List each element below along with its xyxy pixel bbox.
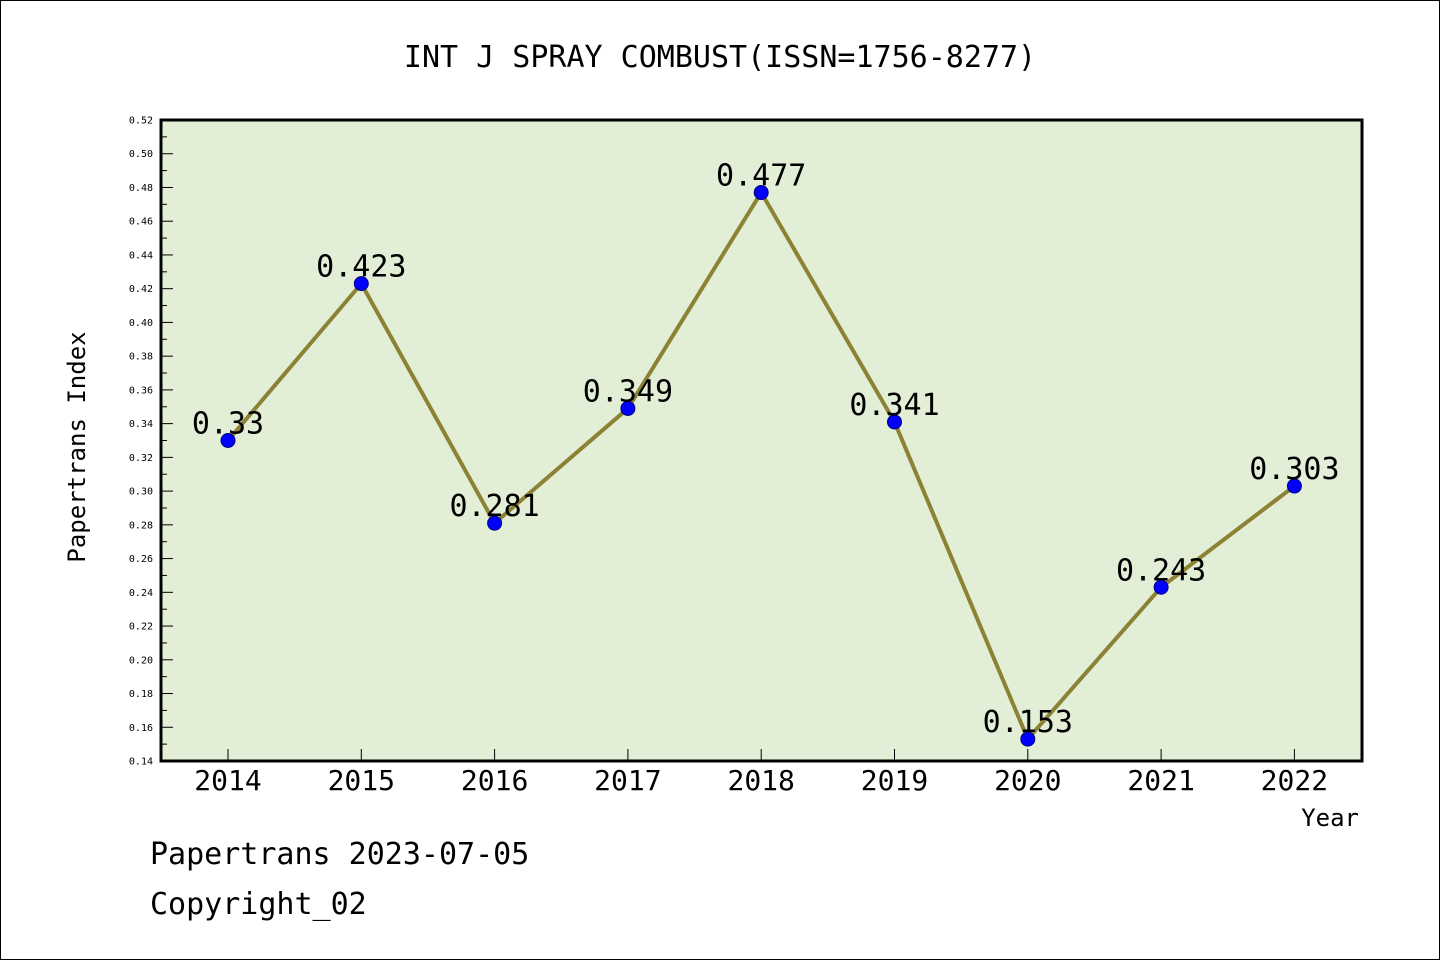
data-point [1153, 579, 1169, 595]
y-tick-label: 0.34 [129, 419, 153, 430]
y-tick-label: 0.46 [129, 217, 153, 228]
x-axis-ticks: 2014 2015 2016 2017 2018 2019 2020 2021 2022 [194, 749, 1328, 797]
y-tick-label: 0.44 [129, 250, 153, 261]
y-tick-label: 0.50 [129, 149, 153, 160]
y-tick-label: 0.22 [129, 622, 153, 633]
series-segment [625, 190, 764, 411]
chart-title: INT J SPRAY COMBUST(ISSN=1756-8277) [404, 40, 1036, 75]
data-label: 0.303 [1249, 452, 1339, 487]
series-segment [892, 419, 1030, 742]
plot-area [159, 118, 1364, 763]
data-label: 0.349 [583, 374, 673, 409]
data-point [620, 400, 636, 416]
data-point [1286, 478, 1302, 494]
data-point [353, 276, 369, 292]
y-tick-label: 0.18 [129, 689, 153, 700]
series-segment [226, 281, 364, 443]
y-tick-label: 0.48 [129, 183, 153, 194]
series-segment [759, 190, 897, 424]
y-axis-ticks: 0.14 0.16 0.18 0.20 0.22 0.24 0.26 0.28 0.30 0.32… [129, 116, 173, 768]
series-segment [359, 281, 497, 526]
x-tick-label: 2021 [1127, 764, 1194, 797]
x-tick-label: 2016 [461, 764, 528, 797]
x-tick-label: 2022 [1261, 764, 1328, 797]
y-axis-title: Papertrans Index [63, 331, 91, 562]
data-label: 0.281 [449, 489, 539, 524]
footer-copyright: Copyright_02 [150, 887, 367, 922]
x-tick-label: 2015 [328, 764, 395, 797]
series-segment [1159, 484, 1297, 590]
footer-date: Papertrans 2023-07-05 [150, 837, 529, 872]
y-tick-label: 0.20 [129, 655, 153, 666]
data-label: 0.477 [716, 159, 806, 194]
y-tick-label: 0.42 [129, 284, 153, 295]
data-label: 0.153 [983, 705, 1073, 740]
data-point [1020, 731, 1036, 747]
y-tick-label: 0.38 [129, 352, 153, 363]
y-tick-label: 0.52 [129, 116, 153, 127]
y-tick-label: 0.16 [129, 723, 153, 734]
data-label: 0.423 [316, 250, 406, 285]
x-tick-label: 2014 [194, 764, 261, 797]
data-point [753, 185, 769, 201]
y-tick-label: 0.36 [129, 385, 153, 396]
data-label: 0.33 [192, 407, 264, 442]
data-points-group [220, 185, 1302, 747]
data-point [220, 433, 236, 448]
y-tick-label: 0.40 [129, 318, 153, 329]
x-tick-label: 2017 [594, 764, 661, 797]
data-labels-group: 0.33 0.423 0.281 0.349 0.477 0.341 0.153 0.243 0… [192, 159, 1340, 741]
series-line-group [226, 190, 1297, 742]
data-label: 0.243 [1116, 553, 1206, 588]
x-tick-label: 2019 [861, 764, 928, 797]
x-axis-title: Year [1301, 804, 1359, 832]
x-tick-label: 2018 [727, 764, 794, 797]
y-tick-label: 0.26 [129, 554, 153, 565]
data-point [487, 515, 503, 531]
data-label: 0.341 [849, 388, 939, 423]
y-tick-label: 0.28 [129, 520, 153, 531]
x-tick-label: 2020 [994, 764, 1061, 797]
series-segment [1025, 585, 1164, 742]
y-tick-label: 0.30 [129, 487, 153, 498]
series-segment [492, 406, 630, 526]
y-tick-label: 0.14 [129, 757, 153, 768]
y-tick-label: 0.32 [129, 453, 153, 464]
data-point [887, 414, 902, 430]
y-tick-label: 0.24 [129, 588, 153, 599]
